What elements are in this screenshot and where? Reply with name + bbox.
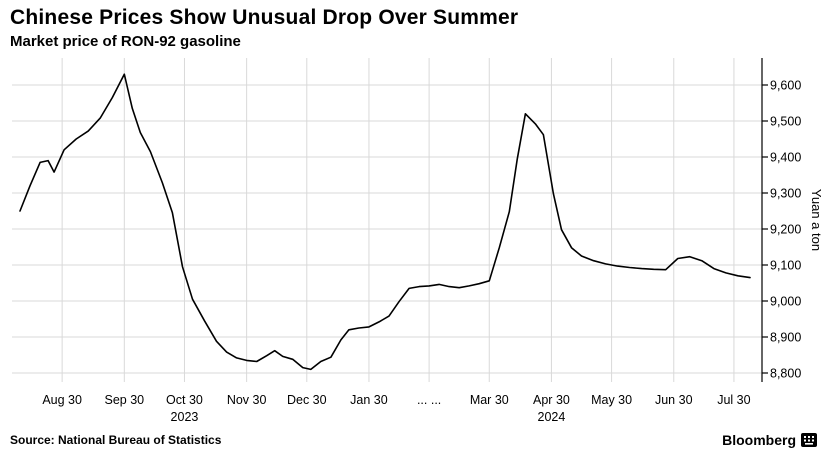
bloomberg-wordmark: Bloomberg <box>722 432 796 448</box>
x-tick-label: Sep 30 <box>104 393 144 407</box>
y-tick-label: 8,900 <box>770 331 801 345</box>
x-tick-label: Nov 30 <box>227 393 267 407</box>
price-line-chart: Aug 30 Sep 30 Oct 30 2023 Nov 30 Dec 30 Jan 30… <box>12 58 824 424</box>
x-tick-year-label: 2024 <box>538 410 566 424</box>
x-tick-label: Mar 30 <box>470 393 509 407</box>
x-tick-label: Apr 30 <box>533 393 570 407</box>
x-tick-label: ... ... <box>417 393 441 407</box>
chart-header: Chinese Prices Show Unusual Drop Over Su… <box>0 0 829 52</box>
price-line <box>19 73 751 371</box>
y-tick-label: 9,500 <box>770 115 801 129</box>
x-tick-label: Jan 30 <box>350 393 388 407</box>
x-tick-label: Dec 30 <box>287 393 327 407</box>
source-text: Source: National Bureau of Statistics <box>10 433 222 447</box>
bloomberg-logo: Bloomberg <box>722 432 817 448</box>
x-tick-label: May 30 <box>591 393 632 407</box>
y-tick-label: 9,300 <box>770 187 801 201</box>
y-tick-label: 9,200 <box>770 223 801 237</box>
bloomberg-terminal-icon <box>801 433 817 447</box>
y-tick-label: 9,600 <box>770 79 801 93</box>
chart-footer: Source: National Bureau of Statistics Bl… <box>0 430 829 448</box>
y-tick-label: 9,100 <box>770 259 801 273</box>
y-axis-unit-label: Yuan a ton <box>809 189 824 251</box>
y-tick-label: 9,400 <box>770 151 801 165</box>
x-tick-label: Jul 30 <box>717 393 750 407</box>
y-tick-label: 9,000 <box>770 295 801 309</box>
x-tick-label: Jun 30 <box>655 393 693 407</box>
y-tick-label: 8,800 <box>770 367 801 381</box>
chart-title: Chinese Prices Show Unusual Drop Over Su… <box>10 6 519 29</box>
x-tick-year-label: 2023 <box>171 410 199 424</box>
x-tick-label: Aug 30 <box>42 393 82 407</box>
chart-subtitle: Market price of RON-92 gasoline <box>10 33 241 50</box>
x-tick-label: Oct 30 <box>166 393 203 407</box>
